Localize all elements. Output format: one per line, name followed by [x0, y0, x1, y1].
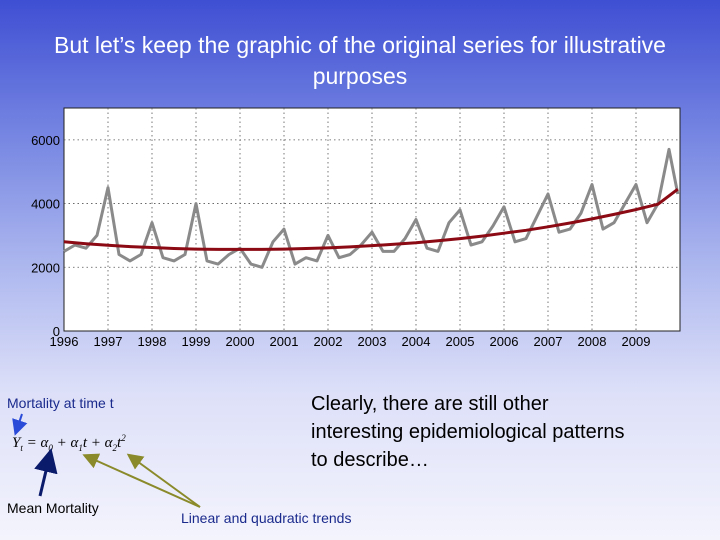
arrow-to-alpha1: [82, 453, 201, 508]
x-tick-label: 2002: [314, 334, 343, 349]
series-line-mortality: [63, 147, 680, 269]
y-tick-label: 2000: [31, 260, 60, 275]
formula-text: Yt = α0 + α1t + α2t2: [12, 433, 126, 453]
x-tick-label: 2000: [226, 334, 255, 349]
x-tick-label: 2003: [358, 334, 387, 349]
x-tick-label: 2004: [402, 334, 431, 349]
x-tick-label: 2007: [534, 334, 563, 349]
series-line-trend: [63, 188, 679, 251]
trends-label: Linear and quadratic trends: [181, 510, 352, 526]
mortality-at-time-label: Mortality at time t: [7, 395, 114, 411]
arrow-to-alpha2: [126, 453, 201, 508]
x-tick-label: 2006: [490, 334, 519, 349]
quadratic-trend-formula: Yt = α0 + α1t + α2t2: [12, 433, 126, 453]
slide-title: But let’s keep the graphic of the origin…: [54, 32, 666, 89]
body-text: Clearly, there are still other interesti…: [311, 393, 625, 471]
arrow-to-yt: [12, 413, 28, 436]
x-tick-label: 1996: [50, 334, 79, 349]
x-tick-label: 2001: [270, 334, 299, 349]
mean-mortality-label: Mean Mortality: [7, 500, 99, 516]
y-tick-label: 6000: [31, 133, 60, 148]
mortality-chart: 1996 1997 1998 1999 2000 2001 2002 2003 2004 2005…: [31, 107, 681, 349]
y-tick-label: 0: [53, 324, 60, 339]
x-tick-label: 1999: [182, 334, 211, 349]
x-tick-label: 2009: [622, 334, 651, 349]
x-tick-label: 2008: [578, 334, 607, 349]
y-tick-label: 4000: [31, 197, 60, 212]
x-tick-label: 2005: [446, 334, 475, 349]
x-tick-label: 1997: [94, 334, 123, 349]
arrow-to-alpha0: [34, 448, 58, 497]
x-tick-label: 1998: [138, 334, 167, 349]
